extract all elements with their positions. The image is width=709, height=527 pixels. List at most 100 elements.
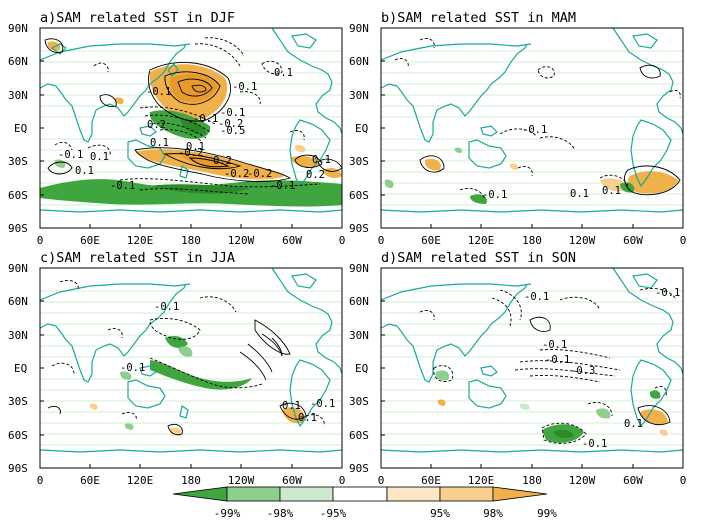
y-tick-label: 30N: [349, 89, 369, 102]
colorbar-bin: [386, 486, 441, 502]
y-tick-label: 60S: [8, 429, 28, 442]
contour-label: 0.1: [298, 412, 317, 424]
contour-label: 0.1: [186, 141, 205, 153]
x-tick-label: 120W: [228, 234, 255, 247]
panel-c: c)SAM related SST in JJA: [8, 250, 345, 487]
contour-label: -0.1: [232, 81, 257, 93]
y-tick-label: 90N: [8, 22, 28, 35]
contour-label: 0.1: [602, 185, 621, 197]
lat-gridlines-d: [381, 290, 683, 446]
y-tick-label: 90S: [8, 462, 28, 475]
contour-label: 0.1: [150, 137, 169, 149]
y-tick-label: 90N: [349, 262, 369, 275]
map-c: [40, 268, 342, 453]
colorbar-bin: [492, 486, 548, 502]
contour-label: -0.2: [247, 168, 272, 180]
y-tick-label: 60S: [8, 189, 28, 202]
colorbar-label: -98%: [267, 507, 294, 520]
x-tick-label: 0: [37, 234, 44, 247]
y-tick-label: 60N: [349, 295, 369, 308]
x-tick-label: 120E: [127, 234, 154, 247]
coastlines-d: [381, 268, 683, 453]
x-tick-label: 60E: [421, 474, 441, 487]
coastlines-a: [40, 28, 342, 213]
contour-label: -0.1: [220, 107, 245, 119]
x-tick-label: 120E: [127, 474, 154, 487]
x-tick-label: 0: [339, 474, 346, 487]
x-tick-labels-d: 0 60E 120E 180 120W 60W 0: [378, 474, 687, 487]
ticks-b: [381, 27, 634, 229]
x-tick-label: 60W: [623, 234, 643, 247]
contour-label: -0.2: [224, 168, 249, 180]
contour-label: 0.2: [147, 119, 166, 131]
y-tick-label: 30N: [8, 329, 28, 342]
x-tick-label: 180: [522, 474, 542, 487]
contour-label: -0.5: [220, 125, 245, 137]
panel-a: a)SAM related SST in DJF: [8, 10, 345, 247]
x-tick-label: 180: [522, 234, 542, 247]
x-tick-labels-c: 0 60E 120E 180 120W 60W 0: [37, 474, 346, 487]
x-tick-label: 120W: [228, 474, 255, 487]
colorbar-bin: [439, 486, 494, 502]
contours-a: [44, 37, 342, 195]
x-tick-label: 60E: [80, 474, 100, 487]
contour-labels-c: -0.1 -0.1 0.1 -0.1 0.1: [120, 301, 335, 424]
colorbar-label: -95%: [320, 507, 347, 520]
contour-label: -0.1: [120, 362, 145, 374]
y-tick-label: 60N: [349, 55, 369, 68]
x-tick-label: 120W: [569, 474, 596, 487]
y-tick-label: 30N: [349, 329, 369, 342]
x-tick-label: 0: [378, 234, 385, 247]
contour-label: -0.1: [193, 113, 218, 125]
panel-title-a: a)SAM related SST in DJF: [40, 10, 235, 26]
y-tick-labels-d: 90N 60N 30N EQ 30S 60S 90S: [349, 262, 369, 475]
significance-shading-a: [40, 41, 342, 207]
contour-label: -0.1: [310, 398, 335, 410]
y-tick-label: 60S: [349, 189, 369, 202]
contour-label: -0.1: [58, 149, 83, 161]
colorbar-label: 98%: [483, 507, 503, 520]
x-tick-label: 0: [680, 474, 687, 487]
contour-label: 0.1: [75, 165, 94, 177]
contours-c: [47, 279, 325, 436]
contour-label: 0.2: [213, 155, 232, 167]
contour-label: -0.3: [570, 365, 595, 377]
colorbar-bin: [226, 486, 281, 502]
contour-label: -0.2: [218, 118, 243, 130]
contours-b: [394, 37, 681, 199]
y-tick-label: 60N: [8, 55, 28, 68]
y-tick-label: EQ: [355, 362, 368, 375]
ticks-c: [40, 267, 293, 469]
x-tick-label: 0: [339, 234, 346, 247]
y-tick-label: 90N: [8, 262, 28, 275]
y-tick-label: 60N: [8, 295, 28, 308]
y-tick-label: 90S: [8, 222, 28, 235]
panel-b: b)SAM related SST in MAM: [349, 10, 686, 247]
x-tick-labels-b: 0 60E 120E 180 120W 60W 0: [378, 234, 687, 247]
contour-label: -0.1: [545, 354, 570, 366]
contour-label: 0.1: [312, 154, 331, 166]
contour-label: 0.2: [306, 169, 325, 181]
map-a: [40, 28, 342, 213]
colorbar-label: -99%: [214, 507, 241, 520]
x-tick-label: 60E: [80, 234, 100, 247]
x-tick-label: 120E: [468, 234, 495, 247]
ticks-a: [40, 27, 293, 229]
x-tick-label: 60W: [282, 234, 302, 247]
x-tick-label: 180: [181, 234, 201, 247]
significance-shading-c: [89, 336, 306, 436]
contour-label: -0.1: [522, 124, 547, 136]
y-tick-label: 30S: [349, 395, 369, 408]
colorbar-label: 95%: [430, 507, 450, 520]
y-tick-label: EQ: [14, 362, 27, 375]
x-tick-label: 60W: [282, 474, 302, 487]
colorbar-bin: [279, 486, 334, 502]
x-tick-label: 0: [37, 474, 44, 487]
colorbar-label: 99%: [537, 507, 557, 520]
x-tick-label: 120W: [569, 234, 596, 247]
y-tick-label: 90N: [349, 22, 369, 35]
colorbar: -99% -98% -95% 95% 98% 99%: [172, 486, 557, 520]
y-tick-label: 90S: [349, 222, 369, 235]
contour-label: -0.1: [110, 180, 135, 192]
